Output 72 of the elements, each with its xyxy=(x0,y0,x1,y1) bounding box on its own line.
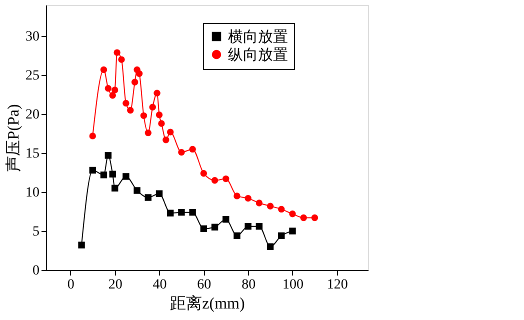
point xyxy=(167,210,174,216)
point xyxy=(111,86,118,94)
point xyxy=(162,136,170,144)
point xyxy=(109,170,116,178)
point xyxy=(211,177,218,184)
point xyxy=(118,56,125,63)
point xyxy=(200,170,208,177)
point xyxy=(89,132,96,140)
point xyxy=(122,173,130,180)
point xyxy=(289,210,296,218)
point xyxy=(300,214,307,222)
point xyxy=(144,129,152,136)
point xyxy=(278,232,285,240)
x-tick-label: 100 xyxy=(282,278,304,292)
point xyxy=(189,146,196,153)
point xyxy=(78,242,85,248)
y-tick-label: 20 xyxy=(26,108,40,123)
point xyxy=(244,223,252,230)
legend-label: 纵向放置 xyxy=(228,46,288,64)
point xyxy=(189,208,196,216)
point xyxy=(109,92,116,99)
point xyxy=(100,66,108,74)
x-tick-label: 40 xyxy=(152,278,167,292)
point xyxy=(167,128,174,136)
point xyxy=(266,202,274,210)
y-tick-label: 30 xyxy=(26,30,40,45)
y-tick-label: 25 xyxy=(26,68,40,84)
point xyxy=(234,232,240,240)
y-tick-label: 5 xyxy=(32,224,40,240)
x-axis-title: 距离z(mm) xyxy=(170,294,245,312)
point xyxy=(156,112,163,118)
point xyxy=(149,104,156,110)
point xyxy=(89,166,96,174)
point xyxy=(311,214,318,222)
point xyxy=(140,112,148,120)
point xyxy=(114,49,120,56)
point xyxy=(244,194,252,202)
point xyxy=(154,90,160,96)
y-tick-label: 0 xyxy=(32,264,40,278)
point xyxy=(222,175,230,182)
point xyxy=(289,228,296,234)
point xyxy=(122,100,130,107)
point xyxy=(127,106,134,114)
point xyxy=(144,194,152,201)
point xyxy=(111,184,118,192)
y-axis-title: 声压P(Pa) xyxy=(4,104,22,172)
point xyxy=(256,200,263,206)
point xyxy=(200,225,208,232)
x-tick-label: 80 xyxy=(242,278,256,292)
x-tick-label: 60 xyxy=(197,278,212,292)
point xyxy=(158,120,165,127)
y-tick-label: 15 xyxy=(26,146,40,162)
point xyxy=(134,187,140,194)
x-tick-label: 120 xyxy=(326,278,348,292)
x-tick-label: 0 xyxy=(67,278,74,292)
point xyxy=(104,85,112,92)
point xyxy=(178,148,185,156)
point xyxy=(104,152,112,159)
point xyxy=(234,192,240,200)
point xyxy=(136,70,143,77)
point xyxy=(211,224,218,230)
y-tick-label: 10 xyxy=(26,186,40,201)
x-tick-label: 20 xyxy=(108,278,122,292)
point xyxy=(222,216,230,223)
point xyxy=(156,190,163,197)
point xyxy=(256,223,263,230)
point xyxy=(266,243,274,250)
point xyxy=(131,78,138,86)
legend-label: 横向放置 xyxy=(228,28,288,46)
point xyxy=(178,208,185,216)
point xyxy=(100,172,108,178)
point xyxy=(278,206,285,213)
